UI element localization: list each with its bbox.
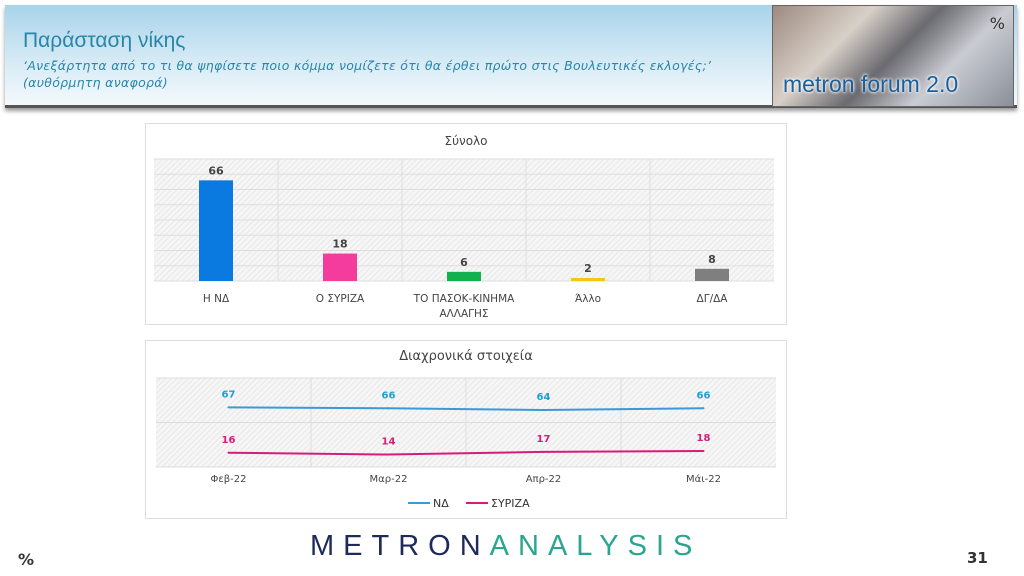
brand-b: ANALYSIS	[489, 530, 702, 562]
data-point	[542, 450, 545, 453]
data-label: 14	[382, 437, 396, 448]
data-label: 16	[222, 435, 236, 446]
logo-percent: %	[989, 14, 1005, 33]
percent-symbol: %	[18, 550, 35, 569]
series-line-ΝΔ	[228, 406, 704, 412]
question-text: ‘Ανεξάρτητα από το τι θα ψηφίσετε ποιο κ…	[23, 58, 712, 90]
data-point	[227, 451, 230, 454]
line-chart-panel: Διαχρονικά στοιχεία 67 66 64 66 16 14 17 18 Φεβ-…	[145, 340, 787, 519]
data-label: 17	[537, 434, 551, 445]
category-label: ΔΓ/ΔΑ	[697, 293, 729, 305]
data-point	[702, 449, 705, 452]
brand-a: METRON	[310, 530, 490, 562]
data-point	[387, 407, 390, 410]
metron-analysis-logo: METRONANALYSIS	[310, 530, 701, 563]
category-label: Ο ΣΥΡΙΖΑ	[316, 293, 365, 305]
category-label: Μαρ-22	[370, 474, 408, 485]
category-label: Άλλο	[575, 293, 601, 305]
data-label: 18	[332, 238, 347, 251]
bar-chart: 66 Η ΝΔ 18 Ο ΣΥΡΙΖΑ 6 ΤΟ ΠΑΣΟΚ-ΚΙΝΗΜΑ ΑΛΛΑΓΗΣ 2…	[154, 158, 774, 320]
bar	[695, 268, 729, 281]
data-point	[542, 409, 545, 412]
data-label: 18	[697, 433, 711, 444]
category-label: Μάι-22	[686, 473, 721, 485]
data-label: 6	[460, 256, 468, 269]
legend-label: ΝΔ	[433, 497, 449, 510]
logo-text: metron forum 2.0	[783, 71, 959, 97]
data-label: 66	[382, 390, 396, 401]
category-label: Η ΝΔ	[203, 293, 230, 305]
category-label: ΑΛΛΑΓΗΣ	[439, 308, 488, 320]
data-label: 66	[208, 164, 224, 177]
bar-chart-title: Σύνολο	[444, 134, 488, 148]
slide-header: Παράσταση νίκης ‘Ανεξάρτητα από το τι θα…	[5, 5, 1017, 108]
page-number: 31	[967, 549, 988, 567]
data-label: 66	[697, 390, 711, 401]
bar	[447, 271, 481, 281]
series-line-ΣΥΡΙΖΑ	[228, 449, 704, 456]
line-chart: 67 66 64 66 16 14 17 18 Φεβ-22 Μαρ-22 Απρ-22 Μάι-22…	[156, 377, 776, 510]
data-label: 8	[708, 253, 716, 266]
category-label: ΤΟ ΠΑΣΟΚ-ΚΙΝΗΜΑ	[413, 293, 515, 305]
bar	[323, 253, 357, 281]
bar	[571, 277, 605, 281]
data-point	[387, 453, 390, 456]
bar	[199, 180, 233, 281]
data-point	[227, 406, 230, 409]
category-label: Απρ-22	[526, 474, 562, 485]
data-label: 67	[222, 389, 236, 400]
legend-label: ΣΥΡΙΖΑ	[491, 497, 530, 510]
line-chart-title: Διαχρονικά στοιχεία	[399, 349, 533, 364]
data-point	[702, 407, 705, 410]
page-title: Παράσταση νίκης	[23, 29, 186, 52]
bar-chart-panel: Σύνολο 66 Η ΝΔ 18 Ο ΣΥΡΙΖΑ 6 ΤΟ ΠΑΣΟΚ-ΚΙΝΗΜΑ Α…	[145, 123, 787, 325]
category-label: Φεβ-22	[211, 474, 247, 485]
data-label: 64	[537, 392, 551, 403]
metron-forum-logo: % metron forum 2.0	[772, 5, 1014, 107]
data-label: 2	[584, 262, 592, 275]
